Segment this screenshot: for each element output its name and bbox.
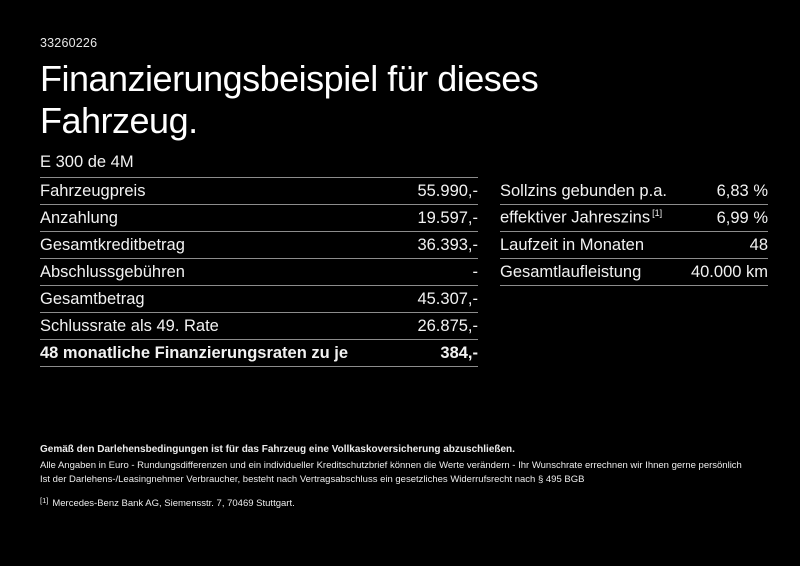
row-value: 26.875,-: [417, 316, 478, 335]
row-label: Sollzins gebunden p.a.: [500, 181, 667, 200]
row-value: 6,83 %: [716, 181, 768, 200]
insurance-requirement-note: Gemäß den Darlehensbedingungen ist für d…: [40, 444, 515, 455]
row-label: Abschlussgebühren: [40, 262, 185, 281]
disclaimer-line-1: Alle Angaben in Euro - Rundungsdifferenz…: [40, 460, 742, 471]
vehicle-model-label: E 300 de 4M: [40, 153, 134, 171]
financing-table-right: Sollzins gebunden p.a. 6,83 % effektiver…: [500, 178, 768, 286]
row-value: 40.000 km: [690, 262, 768, 281]
financing-table-left: E 300 de 4M Fahrzeugpreis 55.990,- Anzah…: [40, 148, 478, 367]
row-label: Anzahlung: [40, 208, 118, 227]
table-row: Gesamtbetrag 45.307,-: [40, 286, 478, 313]
row-label: 48 monatliche Finanzierungsraten zu je: [40, 343, 349, 362]
footnote-text: Mercedes-Benz Bank AG, Siemensstr. 7, 70…: [52, 498, 295, 509]
table-row: Sollzins gebunden p.a. 6,83 %: [500, 178, 768, 205]
row-label: Laufzeit in Monaten: [500, 235, 645, 254]
row-value: 36.393,-: [417, 235, 478, 254]
row-label: Gesamtkreditbetrag: [40, 235, 185, 254]
row-value: 19.597,-: [417, 208, 478, 227]
table-row: Abschlussgebühren -: [40, 259, 478, 286]
disclaimer-line-2: Ist der Darlehens-/Leasingnehmer Verbrau…: [40, 474, 585, 485]
financing-rows-right: Sollzins gebunden p.a. 6,83 % effektiver…: [500, 178, 768, 286]
row-label: effektiver Jahreszins [1]: [500, 208, 663, 227]
row-value: 45.307,-: [417, 289, 478, 308]
table-row: Anzahlung 19.597,-: [40, 205, 478, 232]
page-title-line2: Fahrzeug.: [40, 100, 198, 141]
table-row: Laufzeit in Monaten 48: [500, 232, 768, 259]
row-label: Fahrzeugpreis: [40, 181, 146, 200]
financing-rows-left: Fahrzeugpreis 55.990,- Anzahlung 19.597,…: [40, 178, 478, 367]
row-value: 55.990,-: [417, 181, 478, 200]
page-title: Finanzierungsbeispiel für dieses Fahrzeu…: [40, 58, 539, 142]
offer-id-number: 33260226: [40, 36, 98, 50]
row-label: Gesamtbetrag: [40, 289, 145, 308]
table-row: 48 monatliche Finanzierungsraten zu je 3…: [40, 340, 478, 367]
table-row: Schlussrate als 49. Rate 26.875,-: [40, 313, 478, 340]
row-value: 384,-: [440, 343, 478, 362]
table-row: Gesamtlaufleistung 40.000 km: [500, 259, 768, 286]
page-title-line1: Finanzierungsbeispiel für dieses: [40, 58, 539, 99]
row-label: Gesamtlaufleistung: [500, 262, 642, 281]
table-row: Fahrzeugpreis 55.990,-: [40, 178, 478, 205]
table-row: Gesamtkreditbetrag 36.393,-: [40, 232, 478, 259]
vehicle-model-row: E 300 de 4M: [40, 148, 478, 178]
row-value: -: [472, 262, 479, 281]
row-value: 48: [749, 235, 768, 254]
footnote-marker: [1]: [40, 496, 49, 505]
footnote-ref: [1]: [652, 208, 663, 219]
bank-footnote: [1] Mercedes-Benz Bank AG, Siemensstr. 7,…: [40, 494, 295, 510]
row-label: Schlussrate als 49. Rate: [40, 316, 219, 335]
row-value: 6,99 %: [716, 208, 768, 227]
finance-notes: Gemäß den Darlehensbedingungen ist für d…: [40, 443, 780, 487]
table-row: effektiver Jahreszins [1] 6,99 %: [500, 205, 768, 232]
